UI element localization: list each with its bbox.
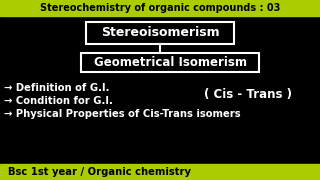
- Text: → Condition for G.I.: → Condition for G.I.: [4, 96, 113, 106]
- Text: Stereoisomerism: Stereoisomerism: [101, 26, 219, 39]
- Text: Stereochemistry of organic compounds : 03: Stereochemistry of organic compounds : 0…: [40, 3, 280, 13]
- Text: Geometrical Isomerism: Geometrical Isomerism: [93, 56, 246, 69]
- Bar: [0, 0, 320, 16]
- FancyBboxPatch shape: [86, 22, 234, 44]
- Text: → Physical Properties of Cis-Trans isomers: → Physical Properties of Cis-Trans isome…: [4, 109, 241, 119]
- FancyBboxPatch shape: [81, 53, 259, 72]
- Bar: [0, 164, 320, 180]
- Text: ( Cis - Trans ): ( Cis - Trans ): [204, 88, 292, 101]
- Text: → Definition of G.I.: → Definition of G.I.: [4, 83, 109, 93]
- Text: Bsc 1st year / Organic chemistry: Bsc 1st year / Organic chemistry: [8, 167, 191, 177]
